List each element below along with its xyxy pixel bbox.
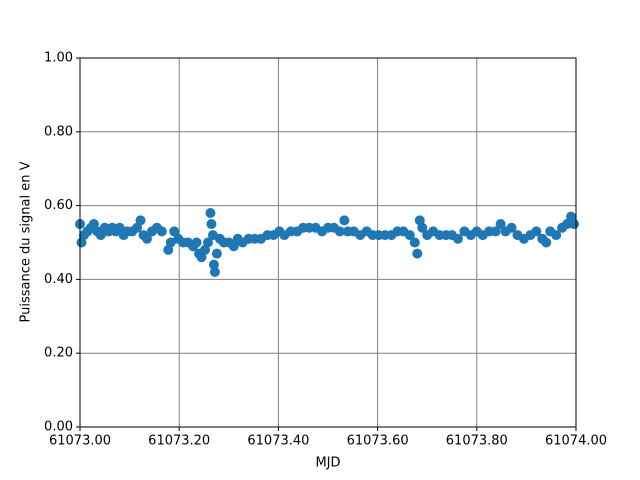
x-tick-label: 61073.60 [347,434,409,449]
y-axis-label: Puissance du signal en V [19,161,34,322]
x-tick-label: 61073.80 [446,434,508,449]
point [202,237,213,248]
point [135,215,146,226]
point [208,259,219,270]
point [114,222,125,233]
point [191,237,202,248]
x-tick-label: 61073.20 [148,434,210,449]
point [417,222,428,233]
point [562,219,573,230]
point [506,222,517,233]
x-tick-label: 61073.40 [247,434,309,449]
point [412,248,423,259]
y-tick-label: 0.60 [44,198,73,213]
x-tick-label: 61073.00 [49,434,111,449]
point [569,219,580,230]
point [169,226,180,237]
point [165,237,176,248]
point [452,233,463,244]
point [531,226,542,237]
x-axis-label: MJD [315,456,340,471]
point [156,226,167,237]
point [95,230,106,241]
point [228,241,239,252]
y-tick-label: 1.00 [44,51,73,66]
point [205,207,216,218]
point [404,230,415,241]
point [339,215,350,226]
y-tick-label: 0.00 [44,420,73,435]
point [551,230,562,241]
point [206,219,217,230]
y-tick-label: 0.40 [44,272,73,287]
y-tick-label: 0.80 [44,124,73,139]
x-tick-label: 61074.00 [545,434,607,449]
plot-frame [79,57,577,428]
point [334,226,345,237]
point [541,237,552,248]
point [141,233,152,244]
point [209,267,220,278]
point [409,237,420,248]
y-tick-label: 0.20 [44,346,73,361]
point [495,219,506,230]
point [490,226,501,237]
point [211,248,222,259]
